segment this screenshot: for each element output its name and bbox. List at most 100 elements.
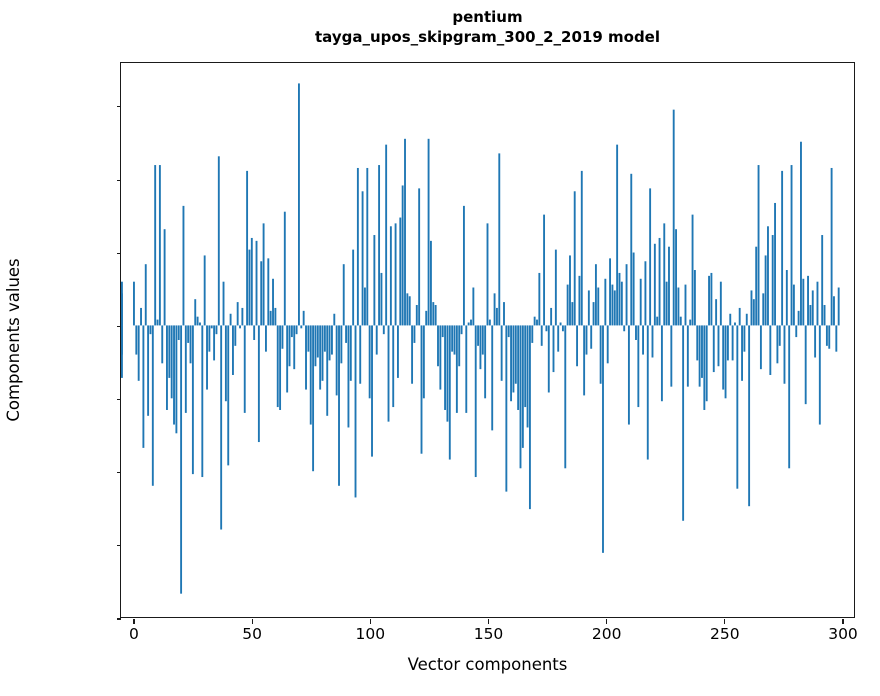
bar (672, 109, 675, 326)
bar (389, 226, 392, 326)
bar (526, 325, 529, 428)
bar (677, 287, 680, 326)
bar (203, 255, 206, 326)
bar (158, 165, 161, 326)
bar (684, 284, 687, 326)
y-tick-mark (116, 179, 121, 181)
bar (396, 325, 399, 378)
bar (571, 302, 574, 326)
bar (762, 293, 765, 326)
bar (154, 165, 157, 326)
bar (632, 252, 635, 326)
y-axis-label: Components values (4, 258, 23, 422)
bar (708, 275, 710, 326)
bar (319, 325, 322, 390)
bar (182, 205, 185, 326)
bar (375, 325, 378, 355)
bar (788, 325, 791, 469)
bar (418, 188, 421, 326)
bar (470, 319, 472, 326)
bar (328, 325, 331, 361)
bar (512, 325, 515, 393)
bar (408, 296, 411, 326)
bar (142, 325, 145, 448)
bar (255, 240, 258, 326)
bar (295, 325, 298, 335)
bar (404, 138, 406, 326)
bar (828, 325, 831, 349)
bar (444, 325, 447, 410)
bar (137, 325, 140, 381)
bar (637, 325, 640, 408)
bar (368, 325, 371, 399)
bar (644, 261, 647, 326)
x-tick-mark (251, 619, 253, 624)
bar (734, 322, 736, 326)
bar (821, 235, 824, 326)
bar (144, 264, 147, 326)
bar (250, 237, 253, 326)
bar (363, 287, 366, 326)
bar (432, 302, 435, 326)
bar (554, 249, 557, 326)
bar (653, 243, 656, 326)
bar (660, 325, 663, 402)
bar (668, 246, 670, 326)
bar (349, 325, 352, 381)
bar (257, 325, 260, 443)
bar (675, 229, 677, 326)
x-tick-mark (842, 619, 844, 624)
x-tick-mark (369, 619, 371, 624)
bar (338, 325, 340, 486)
bar (208, 325, 211, 352)
bar (196, 316, 199, 326)
bar (701, 325, 703, 378)
bar (576, 325, 579, 367)
bar (759, 325, 762, 370)
bar (776, 325, 779, 364)
x-axis-label: Vector components (407, 655, 568, 674)
bar (191, 325, 194, 475)
bar (455, 325, 458, 413)
bar (613, 290, 616, 326)
bar (121, 325, 123, 355)
chart-title-line-2: tayga_upos_skipgram_300_2_2019 model (315, 27, 660, 46)
bar (536, 319, 538, 326)
bar (135, 325, 138, 355)
bar (623, 325, 626, 332)
bar (729, 313, 732, 326)
bar (232, 325, 234, 375)
y-tick-mark (116, 618, 121, 620)
bar (564, 325, 567, 469)
bar (547, 325, 550, 393)
bar (835, 325, 838, 352)
bar (783, 325, 786, 384)
bar (528, 325, 531, 510)
bar (331, 325, 333, 355)
bar (199, 322, 201, 326)
bar (630, 173, 633, 326)
bar (785, 270, 788, 326)
bar (361, 191, 364, 326)
bar (413, 325, 416, 343)
bar (816, 281, 819, 326)
bar (771, 235, 774, 326)
bar (210, 325, 213, 329)
bar (180, 325, 183, 594)
bar (220, 325, 223, 530)
bar (234, 325, 237, 346)
bar (453, 325, 456, 355)
bar (682, 325, 685, 521)
bar (745, 313, 748, 326)
bar (658, 237, 661, 326)
bar (227, 325, 230, 466)
bar (194, 299, 197, 326)
bar (201, 325, 204, 478)
bar (790, 165, 793, 326)
bar (769, 325, 772, 375)
bar (484, 325, 487, 399)
x-tick-mark (724, 619, 726, 624)
bar (378, 165, 381, 326)
bar (691, 214, 694, 326)
